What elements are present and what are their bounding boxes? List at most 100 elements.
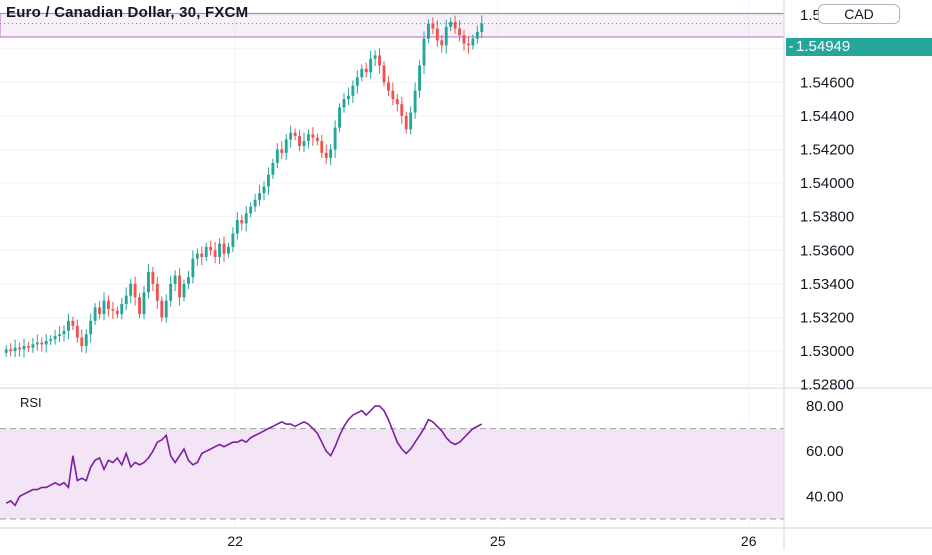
y-tick-label: 1.54400	[800, 108, 854, 125]
rsi-tick-label: 60.00	[806, 443, 844, 460]
candle	[244, 206, 248, 232]
candle	[98, 301, 101, 320]
candle-body	[275, 149, 279, 163]
candle	[142, 286, 146, 320]
candle-body	[187, 277, 190, 284]
candle	[107, 295, 110, 317]
candle	[218, 238, 221, 265]
candle-body	[18, 347, 21, 350]
candle	[93, 303, 97, 326]
candle	[151, 266, 155, 292]
candle	[249, 202, 253, 218]
candle-body	[449, 21, 453, 27]
candle	[58, 326, 61, 343]
candle	[324, 144, 328, 165]
currency-badge[interactable]: CAD	[818, 4, 900, 24]
candle	[231, 227, 235, 253]
y-tick-label: 1.54200	[800, 141, 854, 158]
candle	[147, 263, 150, 299]
candle	[49, 335, 53, 346]
candle-body	[427, 23, 430, 39]
candle-body	[182, 283, 186, 298]
candle-body	[173, 275, 177, 284]
candle	[35, 334, 39, 351]
candle	[387, 76, 390, 96]
candle	[31, 338, 35, 353]
candle	[200, 246, 204, 266]
candle-body	[307, 134, 310, 142]
candle	[155, 276, 159, 309]
rsi-label: RSI	[20, 395, 42, 410]
candle-body	[360, 68, 364, 78]
candle	[253, 193, 257, 212]
candle-body	[435, 28, 439, 41]
candle	[89, 313, 93, 343]
candle	[102, 292, 106, 321]
candle-body	[142, 292, 146, 315]
candle-body	[9, 349, 13, 352]
candle-body	[387, 82, 390, 91]
y-tick-label: 1.53400	[800, 276, 854, 293]
candle-body	[467, 43, 470, 46]
candle	[209, 240, 213, 256]
candle-body	[244, 213, 248, 224]
candle-body	[240, 220, 244, 224]
candle-body	[71, 320, 75, 326]
candle	[467, 36, 470, 54]
candle-body	[378, 55, 381, 66]
candle-body	[218, 243, 221, 257]
candle-body	[49, 339, 53, 341]
candle	[431, 17, 435, 34]
y-tick-label: 1.53200	[800, 309, 854, 326]
candle-body	[333, 127, 337, 150]
candle-body	[298, 136, 301, 147]
candle	[338, 103, 341, 132]
candle-body	[155, 283, 159, 301]
candle	[173, 270, 177, 292]
candle-body	[40, 342, 44, 345]
candle	[133, 276, 137, 306]
candle-body	[160, 300, 164, 318]
candle-body	[58, 334, 61, 336]
candle	[311, 127, 315, 146]
candle	[275, 143, 279, 169]
candle-body	[253, 199, 257, 207]
candle	[13, 339, 17, 358]
candle	[449, 17, 453, 32]
candle-body	[213, 250, 217, 257]
candle	[347, 87, 350, 106]
last-price-value: 1.54949	[796, 38, 851, 55]
candle	[360, 64, 364, 82]
candle	[342, 92, 346, 113]
candle-body	[315, 137, 319, 142]
candle	[382, 61, 386, 87]
candle	[115, 306, 119, 319]
candle	[369, 50, 373, 79]
candle-body	[475, 31, 479, 39]
candle	[44, 333, 48, 353]
candle	[475, 25, 479, 44]
candle-body	[404, 115, 408, 130]
candle	[40, 337, 44, 352]
candle-body	[62, 330, 66, 335]
candle	[204, 242, 208, 262]
candle-body	[342, 99, 346, 108]
candle	[67, 313, 70, 340]
candle-body	[289, 132, 293, 140]
candle-body	[280, 149, 284, 153]
candle	[471, 34, 475, 50]
candle	[413, 82, 417, 119]
candle	[458, 20, 461, 42]
candle	[315, 133, 319, 146]
candle-body	[338, 107, 341, 128]
candle-body	[369, 58, 373, 73]
candle	[298, 129, 301, 152]
candle	[422, 31, 426, 74]
candle	[227, 242, 230, 258]
candle-body	[80, 337, 84, 347]
candle-body	[480, 23, 484, 32]
candle-body	[222, 243, 226, 254]
candle	[409, 106, 413, 135]
